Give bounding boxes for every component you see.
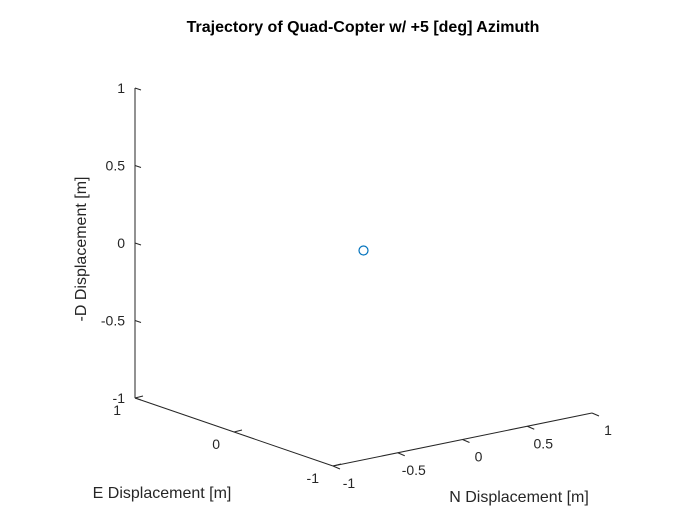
z-tick-mark	[134, 320, 142, 323]
x-tick-mark	[397, 452, 405, 457]
y-tick-mark	[134, 395, 144, 399]
z-tick-label: -1	[113, 390, 126, 406]
y-tick-label: 1	[113, 402, 121, 418]
x-tick-mark	[462, 439, 470, 443]
z-tick-label: 0	[117, 235, 125, 251]
z-tick-mark	[134, 87, 142, 91]
x-tick-mark	[591, 412, 600, 417]
y-tick-mark	[332, 463, 342, 467]
x-tick-label: 0.5	[534, 435, 554, 451]
z-tick-label: 0.5	[106, 158, 126, 174]
x-tick-mark	[527, 425, 535, 430]
y-tick-mark	[233, 429, 243, 433]
z-tick-label: 1	[117, 80, 125, 96]
x-tick-label: -1	[343, 475, 356, 491]
axes-3d: -1 -0.5 0 0.5 1 -1 0 1 -1 -0.5 0 0.5 1	[101, 80, 612, 491]
y-ticks: -1 0 1	[113, 395, 342, 486]
z-tick-mark	[134, 242, 142, 246]
z-axis-label: -D Displacement [m]	[73, 177, 90, 322]
z-ticks: -1 -0.5 0 0.5 1	[101, 80, 142, 406]
data-points	[358, 245, 369, 256]
z-tick-mark	[134, 165, 142, 168]
z-tick-mark	[134, 397, 142, 401]
x-tick-mark	[332, 465, 341, 470]
data-point	[358, 245, 369, 256]
y-axis-label: E Displacement [m]	[93, 485, 232, 502]
x-axis-label: N Displacement [m]	[449, 489, 589, 506]
x-tick-label: 1	[604, 422, 612, 438]
y-tick-label: -1	[307, 470, 320, 486]
x-tick-label: 0	[475, 449, 483, 465]
z-tick-label: -0.5	[101, 313, 125, 329]
x-tick-label: -0.5	[402, 462, 426, 478]
x-ticks: -1 -0.5 0 0.5 1	[332, 412, 612, 491]
y-tick-label: 0	[212, 436, 220, 452]
chart-title: Trajectory of Quad-Copter w/ +5 [deg] Az…	[187, 19, 540, 36]
